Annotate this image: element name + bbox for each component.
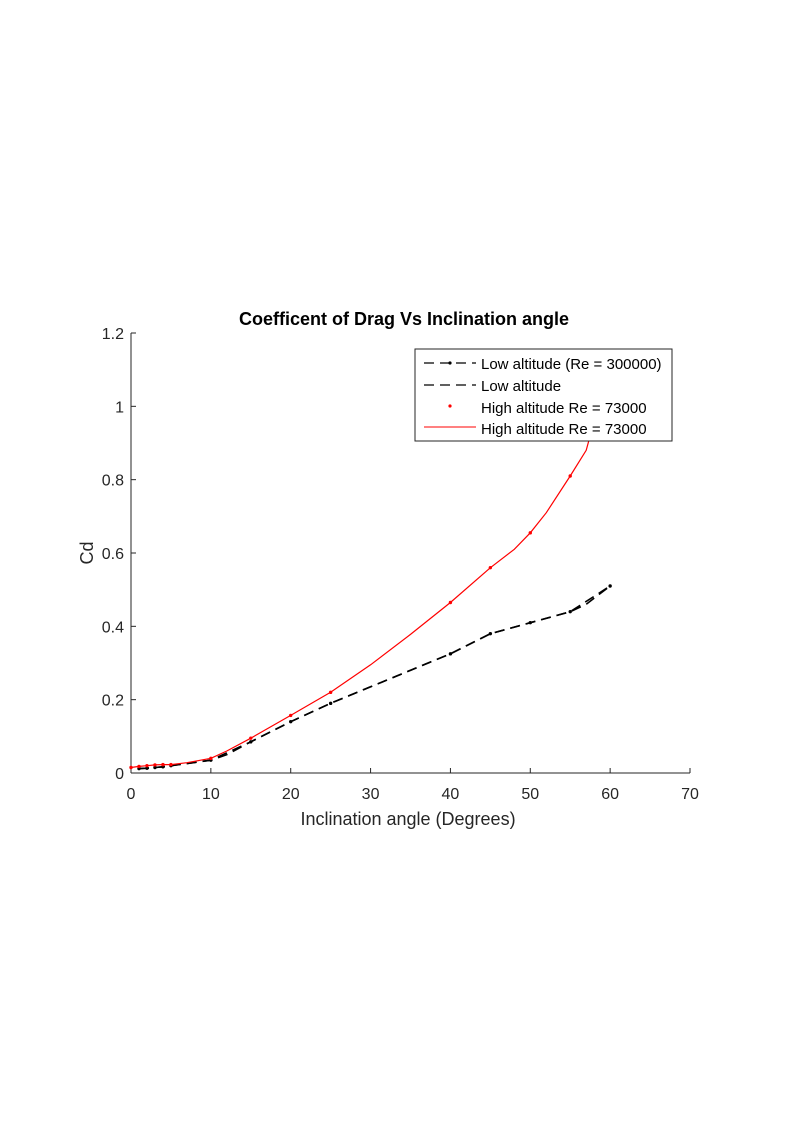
x-tick-label: 10 — [202, 786, 220, 803]
legend: Low altitude (Re = 300000) Low altitude … — [414, 348, 673, 442]
legend-marker-red — [448, 404, 452, 408]
series-line-0 — [138, 585, 611, 770]
x-axis-label: Inclination angle (Degrees) — [300, 809, 515, 829]
series-layer — [129, 433, 612, 771]
x-tick-label: 0 — [127, 786, 136, 803]
x-tick-label: 70 — [681, 786, 699, 803]
legend-marker-black — [448, 361, 452, 365]
legend-item-low-altitude-re-300000: Low altitude (Re = 300000) — [424, 356, 662, 373]
legend-box — [414, 348, 673, 442]
legend-label-low-altitude: Low altitude — [481, 378, 561, 395]
series-0-point — [488, 631, 493, 636]
x-tick-label: 50 — [521, 786, 539, 803]
y-ticks: 0 0.2 0.4 0.6 0.8 1 1.2 — [102, 326, 136, 783]
y-tick-label: 0 — [115, 766, 124, 783]
series-0-point — [448, 652, 453, 656]
y-tick-label: 0.2 — [102, 693, 124, 710]
x-tick-label: 30 — [362, 786, 380, 803]
legend-label-high-altitude-line: High altitude Re = 73000 — [481, 421, 647, 438]
legend-label-high-altitude-markers: High altitude Re = 73000 — [481, 400, 647, 417]
legend-item-high-altitude-markers: High altitude Re = 73000 — [448, 400, 647, 417]
y-tick-label: 0.4 — [102, 619, 124, 636]
y-axis-label: Cd — [77, 541, 97, 564]
series-0-point — [328, 701, 333, 706]
legend-label-low-altitude-re-300000: Low altitude (Re = 300000) — [481, 356, 662, 373]
x-ticks: 0 10 20 30 40 50 60 70 — [127, 768, 699, 803]
series-line-1 — [138, 585, 611, 770]
y-tick-label: 0.8 — [102, 473, 124, 490]
chart-title: Coefficent of Drag Vs Inclination angle — [239, 309, 569, 329]
series-line-3 — [130, 435, 591, 769]
y-tick-label: 0.6 — [102, 546, 124, 563]
x-tick-label: 20 — [282, 786, 300, 803]
y-tick-label: 1 — [115, 399, 124, 416]
legend-item-low-altitude: Low altitude — [424, 378, 561, 395]
series-0-point — [568, 609, 572, 614]
x-tick-label: 40 — [442, 786, 460, 803]
legend-item-high-altitude-line: High altitude Re = 73000 — [424, 421, 647, 438]
y-tick-label: 1.2 — [102, 326, 124, 343]
plot-area: 0 10 20 30 40 50 60 70 0 0.2 0.4 0.6 0.8 1 1.2 — [102, 326, 699, 803]
x-tick-label: 60 — [601, 786, 619, 803]
series-0-point — [608, 584, 612, 588]
